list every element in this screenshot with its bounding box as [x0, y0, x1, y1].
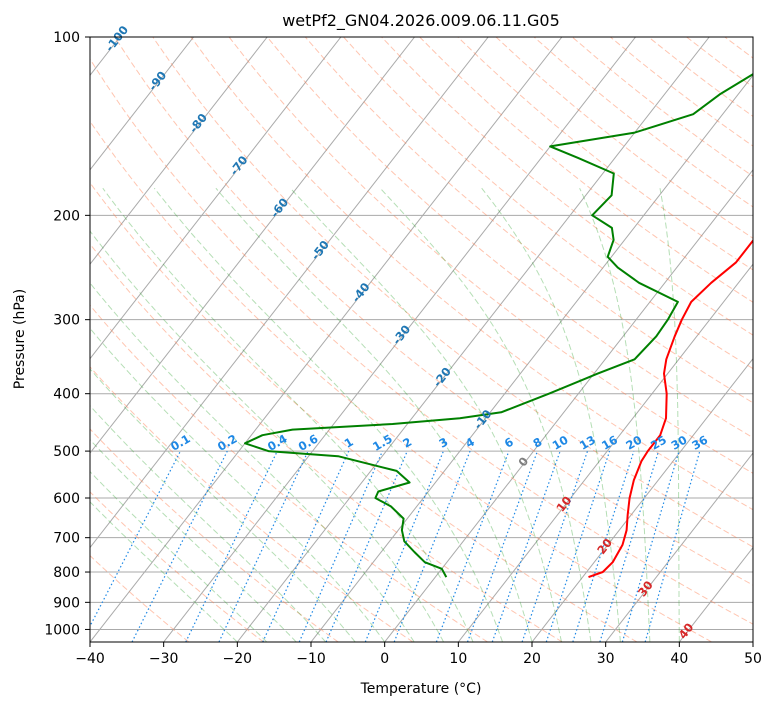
x-tick-label: 10 — [449, 651, 467, 667]
dry-adiabat-line — [419, 37, 753, 303]
chart-title: wetPf2_GN04.2026.009.06.11.G05 — [282, 11, 560, 31]
mixing-ratio-line — [185, 450, 278, 642]
moist-adiabat-line — [90, 501, 238, 642]
dry-adiabat-line — [90, 554, 190, 642]
y-tick-label: 600 — [53, 491, 80, 507]
mixing-ratio-label: 16 — [599, 433, 620, 453]
mixing-ratio-line — [262, 450, 350, 642]
x-tick-label: −40 — [75, 651, 105, 667]
isotherm-line — [90, 37, 563, 642]
dry-adiabat-line — [381, 37, 753, 336]
moist-adiabat-line — [90, 327, 386, 642]
mixing-ratio-label: 13 — [577, 433, 598, 453]
moist-adiabat-line — [90, 282, 415, 642]
moist-adiabat-line — [90, 368, 356, 642]
isotherm-line — [531, 357, 753, 642]
dry-adiabat-line — [90, 366, 414, 642]
x-tick-label: −20 — [223, 651, 253, 667]
background-lines — [90, 37, 753, 642]
dry-adiabat-line — [90, 304, 488, 642]
moist-adiabat-line — [90, 230, 445, 642]
isotherm-line — [457, 263, 753, 642]
x-tick-label: 20 — [523, 651, 541, 667]
dry-adiabat-line — [90, 58, 753, 625]
x-tick-label: 40 — [670, 651, 688, 667]
dry-adiabat-line — [90, 491, 264, 642]
y-tick-label: 300 — [53, 313, 80, 329]
x-axis: −40 −30 −20 −10 0 10 20 30 40 50 — [75, 642, 762, 667]
x-tick-label: 50 — [744, 651, 762, 667]
x-axis-label: Temperature (°C) — [360, 681, 482, 697]
mixing-ratio-line — [466, 450, 539, 642]
dry-adiabat-line — [304, 37, 753, 404]
y-axis-label: Pressure (hPa) — [12, 289, 28, 389]
mixing-ratio-label: 10 — [550, 433, 571, 453]
y-tick-label: 200 — [53, 208, 80, 224]
mixing-ratio-line — [491, 450, 561, 642]
y-tick-label: 700 — [53, 531, 80, 547]
isotherm-line — [90, 37, 268, 266]
y-tick-label: 1000 — [44, 622, 80, 638]
dry-adiabat-line — [90, 243, 563, 642]
isotherm-line — [90, 37, 415, 454]
isotherm-line — [90, 37, 342, 360]
moist-adiabat-line — [153, 187, 503, 642]
isotherm-line — [90, 37, 489, 549]
isotherm-line — [236, 37, 710, 642]
y-tick-label: 800 — [53, 565, 80, 581]
temperature-profile-line — [588, 238, 753, 579]
isotherm-line — [90, 37, 194, 171]
y-tick-label: 500 — [53, 444, 80, 460]
mixing-ratio-label: 20 — [623, 433, 644, 453]
dry-adiabat-line — [114, 37, 753, 586]
moist-adiabat-line — [481, 187, 621, 642]
dry-adiabat-line — [152, 37, 753, 548]
dry-adiabat-line — [228, 37, 753, 474]
mixing-ratio-line — [218, 450, 309, 642]
moist-adiabat-line — [102, 187, 474, 642]
moist-adiabat-line — [659, 188, 680, 642]
mixing-ratio-line — [644, 450, 701, 642]
dry-adiabat-line — [190, 37, 753, 511]
y-tick-label: 900 — [53, 595, 80, 611]
y-axis: 100 200 300 400 500 600 700 800 900 1000 — [44, 30, 90, 638]
plot-frame — [89, 36, 754, 643]
moist-adiabat-line — [90, 439, 297, 642]
mixing-ratio-line — [325, 450, 408, 642]
mixing-ratio-line — [545, 450, 611, 642]
moist-adiabat-line — [215, 187, 533, 642]
x-tick-label: 0 — [380, 651, 389, 667]
isotherm-line — [310, 74, 753, 642]
moist-adiabat-line — [90, 470, 268, 642]
isotherm-line — [163, 37, 636, 642]
isotherm-line — [605, 452, 753, 642]
dry-adiabat-line — [90, 181, 638, 642]
moist-adiabat-line — [290, 187, 562, 642]
mixing-ratio-line — [298, 450, 384, 642]
data-lines — [244, 72, 753, 579]
dewpoint-profile-line — [244, 72, 753, 578]
mixing-ratio-label: 36 — [689, 433, 710, 453]
y-tick-label: 400 — [53, 387, 80, 403]
mixing-ratio-line — [621, 450, 680, 642]
x-tick-label: −10 — [296, 651, 326, 667]
mixing-ratio-line — [599, 450, 660, 642]
moist-adiabat-line — [579, 187, 651, 642]
mixing-ratio-label: 25 — [648, 433, 669, 453]
x-tick-label: 30 — [597, 651, 615, 667]
x-tick-label: −30 — [149, 651, 179, 667]
dry-adiabat-line — [90, 120, 712, 642]
mixing-ratio-line — [572, 450, 635, 642]
mixing-ratio-line — [521, 450, 589, 642]
y-tick-label: 100 — [53, 30, 80, 46]
dry-adiabat-line — [90, 428, 339, 642]
mixing-ratio-label: 30 — [669, 433, 690, 453]
isotherm-line — [384, 168, 753, 642]
dry-adiabat-line — [343, 37, 753, 370]
